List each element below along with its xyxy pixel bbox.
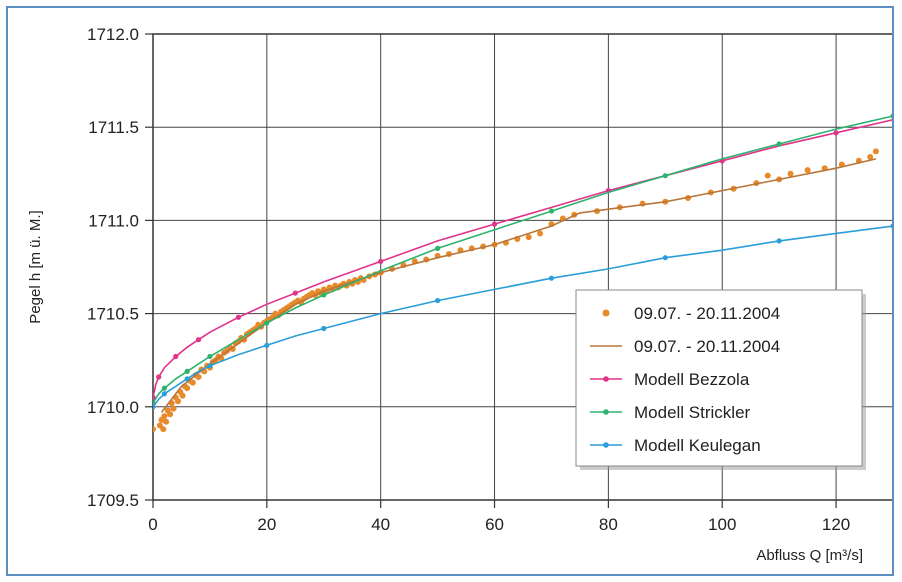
series-marker	[435, 297, 441, 304]
legend-box	[575, 289, 863, 467]
scatter-point	[175, 398, 182, 405]
series-marker	[173, 353, 179, 360]
series-1	[160, 158, 877, 413]
legend-marker	[603, 442, 609, 448]
y-tick-label: 1710.0	[87, 398, 139, 417]
legend: 09.07. - 20.11.2004 09.07. - 20.11.2004 Mo…	[575, 289, 866, 470]
series-marker	[548, 275, 555, 281]
legend-label: Modell Bezzola	[634, 370, 750, 389]
scatter-point	[867, 154, 874, 161]
series-marker	[321, 292, 327, 298]
series-marker	[435, 245, 441, 251]
series-marker	[161, 385, 167, 391]
scatter-point	[804, 167, 811, 174]
series-marker	[491, 221, 498, 227]
series-marker	[548, 208, 555, 214]
legend-label: 09.07. - 20.11.2004	[634, 304, 780, 323]
series-2	[153, 119, 892, 401]
scatter-point	[229, 346, 236, 353]
series-marker	[207, 363, 213, 369]
series-marker	[662, 255, 668, 261]
series-marker	[184, 376, 190, 382]
scatter-point	[167, 411, 174, 418]
series-marker	[378, 258, 384, 265]
legend-marker	[602, 309, 610, 317]
scatter-point	[161, 413, 168, 420]
series-marker	[890, 113, 892, 119]
series-marker	[890, 223, 892, 229]
legend-label: Modell Strickler	[634, 403, 751, 422]
x-tick-label: 20	[257, 515, 276, 534]
scatter-point	[787, 170, 794, 177]
series-marker	[292, 290, 298, 296]
series-marker	[195, 337, 202, 343]
legend-marker	[603, 376, 609, 382]
scatter-point	[195, 373, 202, 380]
scatter-point	[525, 234, 532, 241]
scatter-point	[764, 172, 771, 179]
legend-label: Modell Keulegan	[634, 436, 761, 455]
series-marker	[153, 404, 156, 410]
series-marker	[184, 368, 190, 374]
x-tick-label: 80	[599, 515, 618, 534]
x-tick-label: 120	[822, 515, 850, 534]
y-tick-label: 1709.5	[87, 491, 139, 510]
x-tick-label: 40	[371, 515, 390, 534]
series-marker	[264, 342, 270, 348]
y-tick-label: 1711.0	[88, 211, 139, 230]
series-marker	[776, 141, 782, 147]
scatter-point	[537, 230, 544, 237]
y-tick-label: 1710.5	[87, 305, 139, 324]
scatter-point	[189, 379, 196, 386]
series-marker	[161, 391, 167, 397]
scatter-point	[160, 426, 167, 433]
series-marker	[235, 314, 241, 320]
series-marker	[264, 320, 270, 326]
series-marker	[833, 130, 839, 136]
series-4	[153, 223, 892, 410]
series-marker	[321, 325, 327, 332]
scatter-point	[153, 426, 156, 433]
x-axis-label: Abfluss Q [m³/s]	[756, 547, 863, 564]
series-line	[160, 158, 877, 413]
legend-label: 09.07. - 20.11.2004	[634, 337, 780, 356]
x-tick-label: 0	[148, 515, 157, 534]
series-marker	[776, 238, 782, 244]
legend-marker	[603, 409, 609, 415]
y-tick-label: 1712.0	[87, 25, 139, 44]
scatter-point	[179, 392, 186, 399]
series-3	[153, 113, 892, 406]
chart-svg: 0 20 40 60 80 100 120 1709.5 1710.0 1710.5 1711.0 1…	[27, 25, 892, 564]
scatter-point	[872, 148, 879, 155]
x-tick-label: 100	[708, 515, 736, 534]
x-tick-label: 60	[485, 515, 504, 534]
series-marker	[156, 374, 162, 380]
tick-labels: 0 20 40 60 80 100 120 1709.5 1710.0 1710.5 1711.0 1…	[87, 25, 850, 534]
scatter-point	[184, 385, 191, 392]
series-marker	[662, 173, 668, 179]
scatter-point	[163, 418, 170, 425]
series-group	[153, 113, 892, 433]
scatter-point	[170, 405, 177, 412]
series-marker	[207, 353, 213, 360]
y-tick-label: 1711.5	[88, 118, 139, 137]
chart-frame: 0 20 40 60 80 100 120 1709.5 1710.0 1710.5 1711.0 1…	[6, 6, 894, 576]
y-axis-label: Pegel h [m ü. M.]	[27, 210, 44, 323]
series-line	[153, 119, 892, 398]
